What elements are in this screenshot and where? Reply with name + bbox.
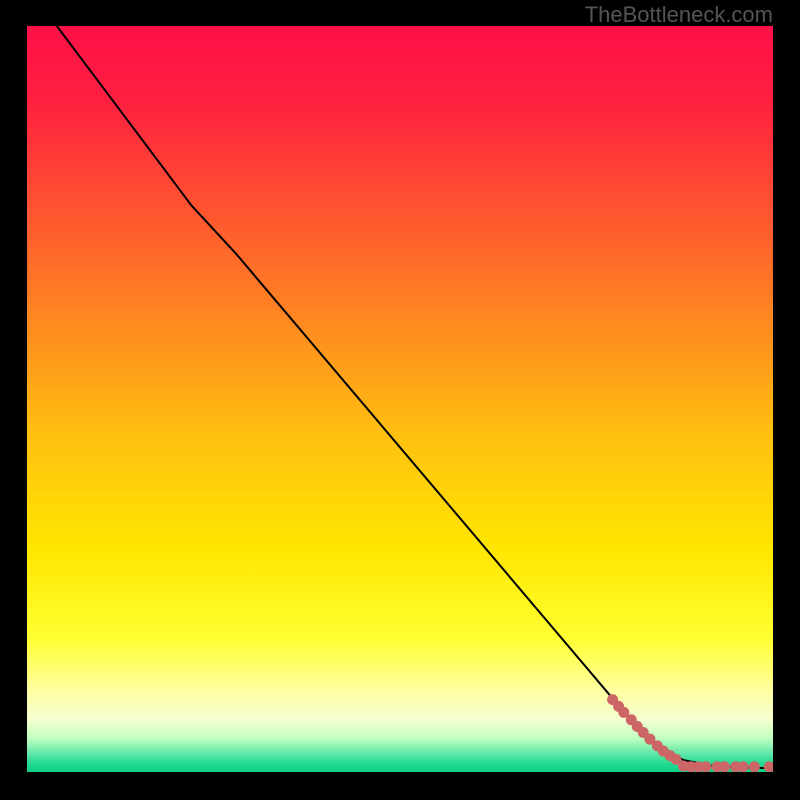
gradient-background bbox=[27, 26, 773, 772]
scatter-point bbox=[738, 761, 749, 772]
plot-area bbox=[27, 26, 773, 772]
watermark-text: TheBottleneck.com bbox=[585, 2, 773, 28]
scatter-point bbox=[749, 761, 760, 772]
chart-svg bbox=[27, 26, 773, 772]
chart-frame: TheBottleneck.com bbox=[0, 0, 800, 800]
scatter-point bbox=[700, 761, 711, 772]
scatter-point bbox=[719, 761, 730, 772]
